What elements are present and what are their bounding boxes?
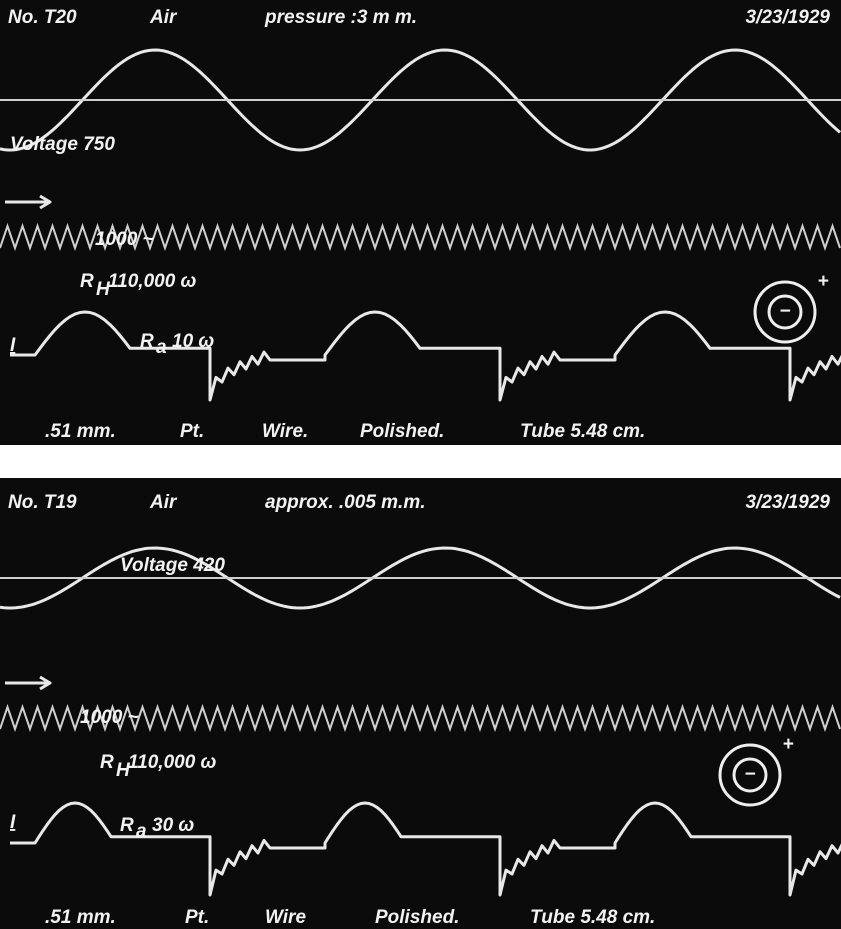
voltage: Voltage 420 — [120, 555, 225, 576]
date: 3/23/1929 — [745, 492, 830, 513]
polarity-minus: − — [744, 764, 755, 785]
ra-subscript: a — [156, 337, 167, 358]
footer-note: Pt. — [180, 421, 204, 442]
rh-symbol: R — [80, 271, 94, 292]
current-label: I — [10, 812, 16, 833]
ra-symbol: R — [140, 331, 154, 352]
footer-note: Polished. — [360, 421, 444, 442]
current-label: I — [10, 335, 16, 356]
footer-note: Pt. — [185, 907, 209, 928]
gas: Air — [149, 492, 178, 513]
ra-value: 30 ω — [152, 815, 194, 836]
polarity-minus: − — [779, 301, 790, 322]
ra-value: 10 ω — [172, 331, 214, 352]
polarity-plus: + — [817, 271, 828, 292]
panel-background — [0, 478, 841, 929]
oscillogram-page: No. T20 Air pressure :3 m m. 3/23/1929 Volta… — [0, 0, 841, 929]
oscillogram-panel: No. T20 Air pressure :3 m m. 3/23/1929 Volta… — [0, 0, 841, 445]
gas: Air — [149, 7, 178, 28]
rh-value: 110,000 ω — [108, 271, 197, 292]
voltage: Voltage 750 — [10, 134, 115, 155]
pressure: approx. .005 m.m. — [265, 492, 426, 513]
run-number: No. T20 — [8, 7, 77, 28]
ra-symbol: R — [120, 815, 134, 836]
footer-note: Wire — [265, 907, 306, 928]
polarity-plus: + — [782, 734, 793, 755]
footer-note: .51 mm. — [45, 421, 116, 442]
rh-value: 110,000 ω — [128, 752, 217, 773]
rh-symbol: R — [100, 752, 114, 773]
footer-note: Tube 5.48 cm. — [520, 421, 645, 442]
frequency: 1000 ~ — [80, 707, 139, 728]
footer-note: Wire. — [262, 421, 308, 442]
date: 3/23/1929 — [745, 7, 830, 28]
footer-note: Tube 5.48 cm. — [530, 907, 655, 928]
footer-note: Polished. — [375, 907, 459, 928]
pressure: pressure :3 m m. — [264, 7, 417, 28]
oscillogram-panel: No. T19 Air approx. .005 m.m. 3/23/1929 Volt… — [0, 478, 841, 929]
panel-background — [0, 0, 841, 445]
ra-subscript: a — [136, 821, 147, 842]
frequency: 1000 ~ — [95, 229, 154, 250]
footer-note: .51 mm. — [45, 907, 116, 928]
run-number: No. T19 — [8, 492, 77, 513]
